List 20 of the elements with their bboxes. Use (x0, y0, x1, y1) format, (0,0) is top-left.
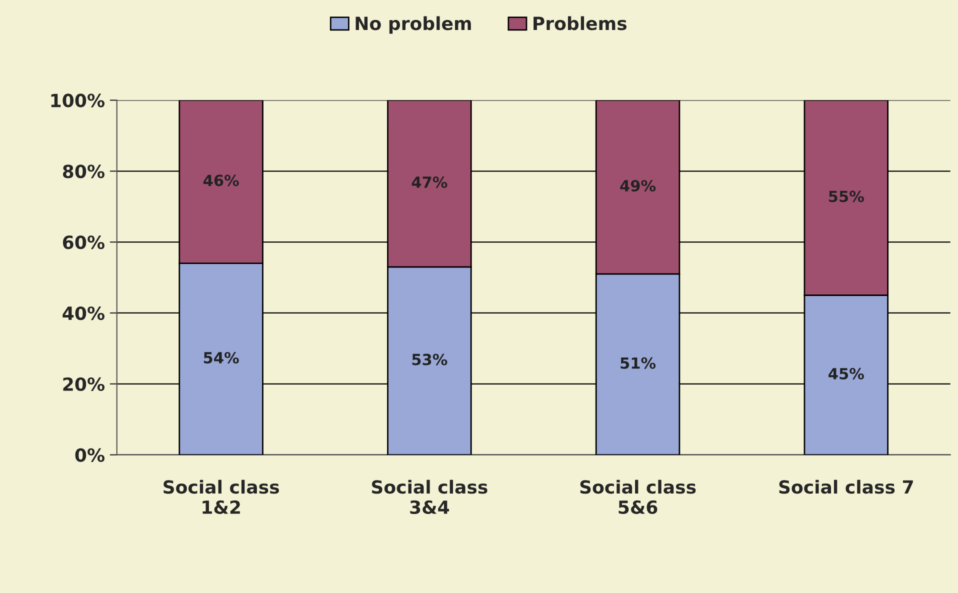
data-label: 51% (620, 357, 656, 369)
x-tick-label: Social class 7 (779, 480, 913, 494)
x-tick-label: Social class 5&6 (580, 480, 696, 514)
data-label: 45% (828, 368, 864, 380)
y-tick-label: 0% (75, 448, 104, 462)
y-tick-label: 60% (62, 236, 104, 250)
x-tick-label: Social class 1&2 (164, 480, 279, 514)
x-tick-label: Social class 3&4 (372, 480, 488, 514)
legend-label: Problems (534, 16, 627, 30)
data-label: 49% (620, 180, 656, 192)
y-tick-label: 40% (62, 306, 104, 320)
y-tick-label: 100% (51, 94, 104, 108)
y-tick-label: 80% (62, 164, 104, 178)
y-tick-label: 20% (63, 377, 104, 392)
data-label: 47% (412, 176, 448, 188)
legend-label: No problem (356, 16, 471, 34)
data-label: 46% (203, 174, 239, 186)
data-label: 55% (829, 190, 864, 202)
data-label: 53% (412, 354, 448, 366)
data-label: 54% (204, 352, 239, 364)
